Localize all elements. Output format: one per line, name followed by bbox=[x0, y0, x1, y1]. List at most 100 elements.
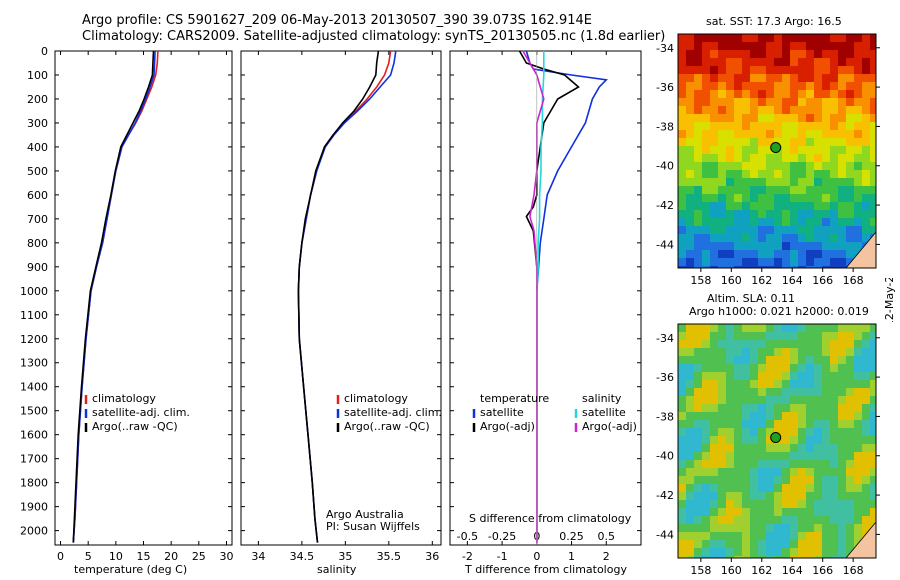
map-cell bbox=[686, 324, 694, 332]
map-cell bbox=[798, 460, 806, 468]
map-cell bbox=[870, 340, 878, 348]
map-cell bbox=[678, 50, 686, 58]
map-cell bbox=[710, 58, 718, 66]
map-cell bbox=[694, 66, 702, 74]
map-cell bbox=[790, 332, 798, 340]
map-cell bbox=[686, 404, 694, 412]
map-cell bbox=[694, 162, 702, 170]
map-cell bbox=[758, 324, 766, 332]
map-cell bbox=[822, 34, 830, 42]
map-cell bbox=[854, 332, 862, 340]
map-cell bbox=[766, 484, 774, 492]
map-cell bbox=[854, 428, 862, 436]
map-cell bbox=[798, 508, 806, 516]
map-cell bbox=[790, 452, 798, 460]
map-cell bbox=[766, 452, 774, 460]
map-cell bbox=[758, 524, 766, 532]
map-cell bbox=[862, 524, 870, 532]
map-cell bbox=[750, 106, 758, 114]
map-cell bbox=[710, 476, 718, 484]
map-cell bbox=[750, 130, 758, 138]
map-cell bbox=[870, 146, 878, 154]
map-cell bbox=[790, 516, 798, 524]
map-cell bbox=[790, 122, 798, 130]
map-cell bbox=[734, 332, 742, 340]
map-cell bbox=[678, 540, 686, 548]
map-cell bbox=[774, 226, 782, 234]
map-lat-label: -38 bbox=[656, 410, 674, 423]
map-cell bbox=[870, 500, 878, 508]
x2-tick-label: -0.5 bbox=[457, 530, 478, 543]
map-cell bbox=[694, 372, 702, 380]
map-cell bbox=[846, 444, 854, 452]
map-cell bbox=[798, 484, 806, 492]
map-cell bbox=[814, 154, 822, 162]
temperature-xlabel: temperature (deg C) bbox=[74, 563, 188, 576]
map-cell bbox=[702, 508, 710, 516]
map-cell bbox=[678, 324, 686, 332]
map-cell bbox=[798, 242, 806, 250]
map-cell bbox=[718, 436, 726, 444]
map-cell bbox=[710, 460, 718, 468]
map-lat-label: -42 bbox=[656, 199, 674, 212]
x-tick-label: -2 bbox=[462, 550, 473, 563]
map-cell bbox=[694, 242, 702, 250]
map-cell bbox=[718, 170, 726, 178]
map-cell bbox=[734, 444, 742, 452]
map-cell bbox=[846, 186, 854, 194]
map-cell bbox=[790, 388, 798, 396]
map-cell bbox=[774, 420, 782, 428]
map-cell bbox=[790, 396, 798, 404]
map-cell bbox=[822, 234, 830, 242]
map-cell bbox=[734, 412, 742, 420]
map-cell bbox=[790, 226, 798, 234]
map-cell bbox=[758, 146, 766, 154]
map-cell bbox=[702, 146, 710, 154]
map-cell bbox=[686, 524, 694, 532]
argo-float-marker bbox=[770, 142, 782, 154]
map-cell bbox=[846, 98, 854, 106]
map-cell bbox=[726, 484, 734, 492]
map-cell bbox=[766, 130, 774, 138]
map-cell bbox=[774, 58, 782, 66]
map-cell bbox=[678, 162, 686, 170]
map-cell bbox=[846, 428, 854, 436]
map-cell bbox=[790, 82, 798, 90]
map-cell bbox=[726, 508, 734, 516]
map-cell bbox=[766, 250, 774, 258]
map-cell bbox=[822, 106, 830, 114]
map-cell bbox=[846, 524, 854, 532]
map-cell bbox=[822, 58, 830, 66]
map-cell bbox=[742, 516, 750, 524]
map-cell bbox=[830, 532, 838, 540]
depth-tick-label: 1200 bbox=[20, 333, 48, 346]
x2-tick-label: 0.5 bbox=[598, 530, 616, 543]
map-cell bbox=[798, 250, 806, 258]
map-cell bbox=[854, 516, 862, 524]
map-cell bbox=[750, 186, 758, 194]
map-cell bbox=[734, 468, 742, 476]
map-cell bbox=[846, 540, 854, 548]
map-cell bbox=[790, 194, 798, 202]
map-cell bbox=[710, 404, 718, 412]
map-cell bbox=[838, 332, 846, 340]
map-lon-label: 160 bbox=[721, 564, 742, 577]
map-cell bbox=[782, 348, 790, 356]
map-cell bbox=[814, 396, 822, 404]
x-tick-label: 10 bbox=[109, 550, 123, 563]
map-cell bbox=[814, 122, 822, 130]
map-cell bbox=[838, 226, 846, 234]
map-cell bbox=[870, 66, 878, 74]
map-cell bbox=[742, 452, 750, 460]
map-cell bbox=[694, 468, 702, 476]
map-cell bbox=[750, 210, 758, 218]
map-cell bbox=[742, 250, 750, 258]
map-cell bbox=[734, 90, 742, 98]
map-cell bbox=[838, 540, 846, 548]
map-cell bbox=[702, 82, 710, 90]
map-cell bbox=[830, 170, 838, 178]
map-cell bbox=[806, 234, 814, 242]
depth-tick-label: 1600 bbox=[20, 429, 48, 442]
map-lat-label: -44 bbox=[656, 238, 674, 251]
map-cell bbox=[686, 436, 694, 444]
